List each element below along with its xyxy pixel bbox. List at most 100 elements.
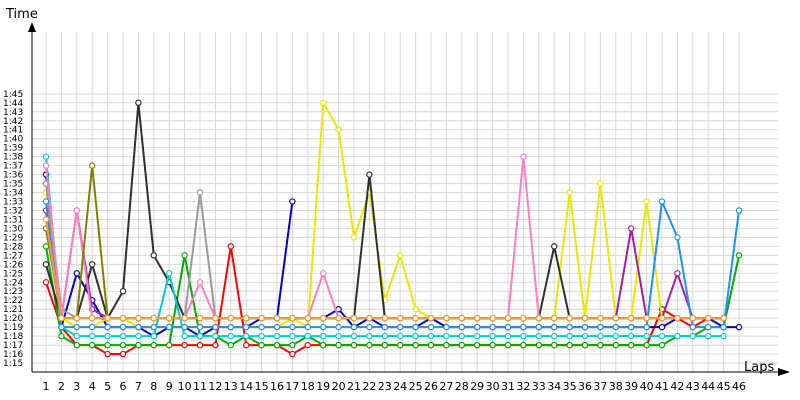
data-point	[504, 314, 512, 322]
y-tick-label: 1:18	[3, 332, 23, 342]
data-point	[304, 332, 311, 340]
data-point	[320, 323, 327, 331]
x-tick-label: 44	[701, 380, 715, 393]
y-tick-label: 1:23	[3, 287, 23, 297]
data-point	[581, 341, 589, 349]
data-point	[335, 341, 342, 349]
y-tick-label: 1:22	[3, 296, 23, 306]
y-tick-label: 1:15	[3, 359, 23, 369]
data-point	[350, 314, 358, 322]
data-point	[335, 332, 342, 340]
x-tick-label: 16	[270, 380, 284, 393]
data-point	[658, 332, 666, 340]
data-point	[597, 180, 604, 187]
data-point	[689, 314, 697, 322]
data-point	[42, 198, 50, 205]
data-point	[643, 323, 650, 331]
data-point	[366, 332, 373, 340]
data-point	[196, 189, 204, 196]
data-point	[520, 323, 527, 331]
y-tick-label: 1:30	[3, 224, 23, 234]
x-tick-label: 42	[670, 380, 684, 393]
data-point	[119, 332, 127, 340]
data-point	[597, 332, 604, 340]
data-point	[566, 323, 573, 331]
data-point	[720, 314, 727, 322]
data-point	[551, 243, 558, 250]
x-tick-label: 13	[224, 380, 238, 393]
data-point	[42, 162, 50, 169]
data-point	[119, 288, 127, 295]
data-point	[443, 332, 450, 340]
data-point	[273, 332, 281, 340]
x-tick-label: 27	[439, 380, 453, 393]
data-point	[443, 323, 450, 331]
data-point	[397, 332, 404, 340]
data-point	[242, 332, 250, 340]
x-tick-label: 29	[470, 380, 484, 393]
x-tick-label: 1	[43, 380, 50, 393]
data-point	[165, 323, 173, 331]
data-point	[350, 323, 358, 331]
data-point	[88, 314, 96, 322]
x-tick-label: 21	[347, 380, 361, 393]
x-tick-label: 10	[178, 380, 192, 393]
x-tick-label: 33	[532, 380, 546, 393]
x-tick-label: 28	[455, 380, 469, 393]
data-point	[674, 270, 681, 277]
y-tick-label: 1:26	[3, 260, 23, 270]
data-point	[227, 341, 234, 349]
y-tick-label: 1:29	[3, 233, 23, 243]
x-tick-label: 43	[686, 380, 700, 393]
x-tick-label: 39	[624, 380, 638, 393]
data-point	[181, 314, 188, 322]
x-tick-label: 2	[58, 380, 65, 393]
data-point	[366, 323, 373, 331]
data-point	[412, 341, 419, 349]
series-7	[42, 153, 727, 340]
data-point	[520, 332, 527, 340]
data-point	[320, 314, 327, 322]
data-point	[427, 314, 435, 322]
data-point	[643, 314, 650, 322]
y-tick-label: 1:20	[3, 314, 23, 324]
data-point	[643, 198, 650, 205]
data-point	[366, 171, 373, 178]
data-point	[689, 332, 697, 340]
data-point	[458, 323, 465, 331]
data-point	[289, 198, 296, 205]
data-point	[520, 153, 527, 160]
data-point	[705, 314, 712, 322]
y-tick-label: 1:25	[3, 269, 23, 279]
data-point	[412, 305, 419, 313]
data-point	[566, 189, 573, 196]
data-point	[628, 314, 635, 322]
data-point	[551, 323, 558, 331]
data-point	[427, 323, 435, 331]
data-point	[474, 341, 481, 349]
data-point	[350, 332, 358, 340]
data-point	[273, 314, 281, 322]
data-point	[196, 332, 204, 340]
data-point	[658, 323, 666, 331]
data-point	[104, 323, 111, 331]
data-point	[350, 341, 358, 349]
data-point	[88, 341, 96, 349]
y-tick-label: 1:19	[3, 323, 23, 333]
data-point	[443, 314, 450, 322]
x-tick-label: 17	[285, 380, 299, 393]
data-point	[119, 341, 127, 349]
data-point	[597, 314, 604, 322]
data-point	[181, 323, 188, 331]
data-point	[628, 323, 635, 331]
x-tick-label: 12	[208, 380, 222, 393]
data-point	[335, 323, 342, 331]
y-tick-label: 1:21	[3, 305, 23, 315]
data-point	[242, 323, 250, 331]
y-axis-arrow	[28, 22, 36, 32]
x-tick-label: 38	[609, 380, 623, 393]
data-point	[196, 279, 204, 286]
data-point	[258, 341, 265, 349]
data-point	[42, 216, 50, 223]
data-point	[73, 332, 81, 340]
